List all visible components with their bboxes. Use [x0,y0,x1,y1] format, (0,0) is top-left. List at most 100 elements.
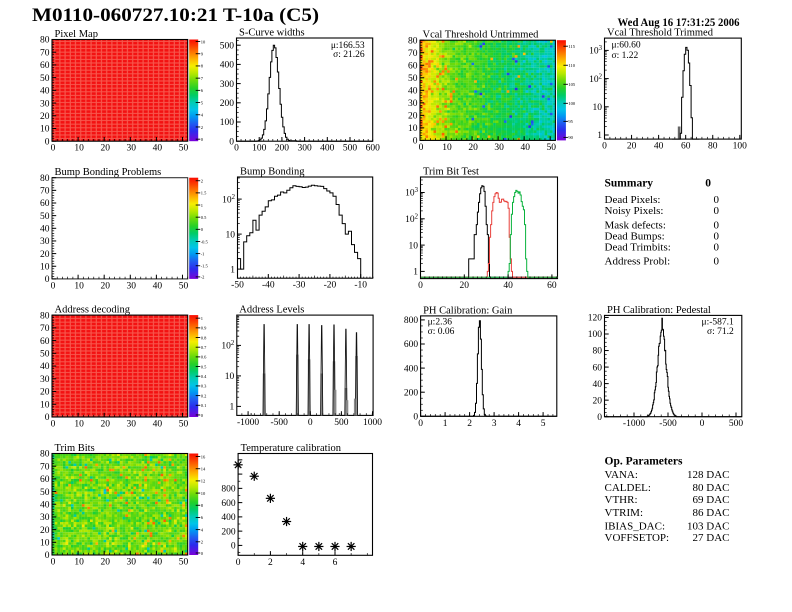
svg-text:Summary: Summary [605,178,654,190]
svg-text:1.5: 1.5 [201,191,207,196]
svg-text:0.5: 0.5 [201,364,207,369]
svg-text:Pixel Map: Pixel Map [55,29,98,40]
svg-text:500: 500 [343,144,358,154]
svg-text:8: 8 [201,64,204,69]
svg-text:400: 400 [320,144,335,154]
svg-text:70: 70 [40,187,50,197]
svg-text:0: 0 [714,205,720,217]
svg-text:600: 600 [404,340,419,350]
svg-text:100: 100 [733,142,748,152]
svg-text:100: 100 [220,118,235,128]
svg-text:20: 20 [627,142,637,152]
svg-text:-500: -500 [659,419,677,429]
svg-text:60: 60 [40,61,50,71]
svg-text:60: 60 [593,363,603,373]
svg-text:0: 0 [419,143,424,153]
svg-text:60: 60 [681,142,691,152]
svg-text:200: 200 [220,99,235,109]
svg-text:300: 300 [220,80,235,90]
svg-text:70: 70 [40,324,50,334]
svg-text:20: 20 [100,144,110,154]
svg-text:2: 2 [467,419,472,429]
svg-text:Dead Pixels:: Dead Pixels: [605,194,661,206]
svg-text:1000: 1000 [363,418,382,428]
svg-text:50: 50 [408,74,418,84]
svg-text:102: 102 [222,194,236,206]
svg-text:500: 500 [729,419,744,429]
svg-text:σ: 21.26: σ: 21.26 [333,50,365,60]
svg-text:30: 30 [40,375,50,385]
svg-text:50: 50 [179,420,189,430]
svg-text:Noisy Pixels:: Noisy Pixels: [605,205,664,217]
svg-text:1: 1 [443,419,448,429]
svg-text:-10: -10 [354,281,367,291]
svg-text:40: 40 [40,362,50,372]
svg-text:10: 10 [226,230,236,240]
svg-text:0: 0 [201,227,204,232]
svg-text:20: 20 [408,112,418,122]
svg-text:S-Curve widths: S-Curve widths [239,28,305,39]
svg-text:0.1: 0.1 [201,403,207,408]
svg-text:Vcal Threshold Untrimmed: Vcal Threshold Untrimmed [423,30,540,41]
svg-text:σ: 0.06: σ: 0.06 [428,327,455,337]
svg-text:10: 10 [40,125,50,135]
svg-text:0: 0 [413,137,418,147]
svg-text:20: 20 [100,281,110,291]
svg-text:40: 40 [153,420,163,430]
svg-text:40: 40 [503,281,513,291]
svg-text:0: 0 [413,413,418,423]
svg-text:Bump Bonding: Bump Bonding [240,167,305,178]
svg-text:-50: -50 [231,281,244,291]
svg-text:Vcal Threshold Trimmed: Vcal Threshold Trimmed [607,28,714,39]
svg-text:40: 40 [40,87,50,97]
svg-text:50: 50 [40,212,50,222]
svg-text:σ: 71.2: σ: 71.2 [707,327,734,337]
svg-text:40: 40 [593,380,603,390]
svg-text:μ:60.60: μ:60.60 [612,41,641,51]
svg-text:-1000: -1000 [237,418,259,428]
svg-text:10: 10 [201,39,206,44]
svg-text:0: 0 [714,219,720,231]
svg-text:2: 2 [201,125,203,130]
svg-text:60: 60 [40,337,50,347]
svg-text:105: 105 [568,82,576,87]
svg-text:500: 500 [220,41,235,51]
svg-text:0: 0 [705,178,711,190]
svg-text:0: 0 [51,420,56,430]
svg-text:0: 0 [51,144,56,154]
svg-text:40: 40 [408,87,418,97]
svg-text:0.4: 0.4 [201,374,207,379]
svg-text:0: 0 [308,418,313,428]
svg-text:-30: -30 [293,281,306,291]
svg-text:80: 80 [408,36,418,46]
svg-text:30: 30 [127,420,137,430]
svg-text:1: 1 [597,131,602,141]
svg-text:40: 40 [153,281,163,291]
svg-text:102: 102 [221,340,235,352]
svg-text:70: 70 [40,48,50,58]
svg-text:100: 100 [568,101,576,106]
svg-text:400: 400 [220,61,235,71]
svg-text:6: 6 [201,88,204,93]
svg-text:10: 10 [40,401,50,411]
svg-text:0: 0 [418,281,423,291]
svg-text:0: 0 [714,242,720,254]
svg-text:30: 30 [494,143,504,153]
svg-text:7: 7 [201,76,204,81]
svg-text:10: 10 [409,241,419,251]
svg-text:-0.5: -0.5 [201,239,209,244]
svg-text:10: 10 [40,262,50,272]
svg-text:μ:166.53: μ:166.53 [331,41,365,51]
svg-text:95: 95 [568,119,573,124]
svg-text:0: 0 [714,231,720,243]
svg-text:-20: -20 [324,281,337,291]
svg-text:4: 4 [516,419,521,429]
svg-text:80: 80 [593,347,603,357]
svg-text:0: 0 [714,256,720,268]
svg-text:Mask defects:: Mask defects: [605,219,666,231]
svg-text:10: 10 [74,420,84,430]
svg-text:80: 80 [40,311,50,321]
svg-text:60: 60 [40,199,50,209]
svg-text:200: 200 [404,388,419,398]
svg-text:-1: -1 [201,251,205,256]
